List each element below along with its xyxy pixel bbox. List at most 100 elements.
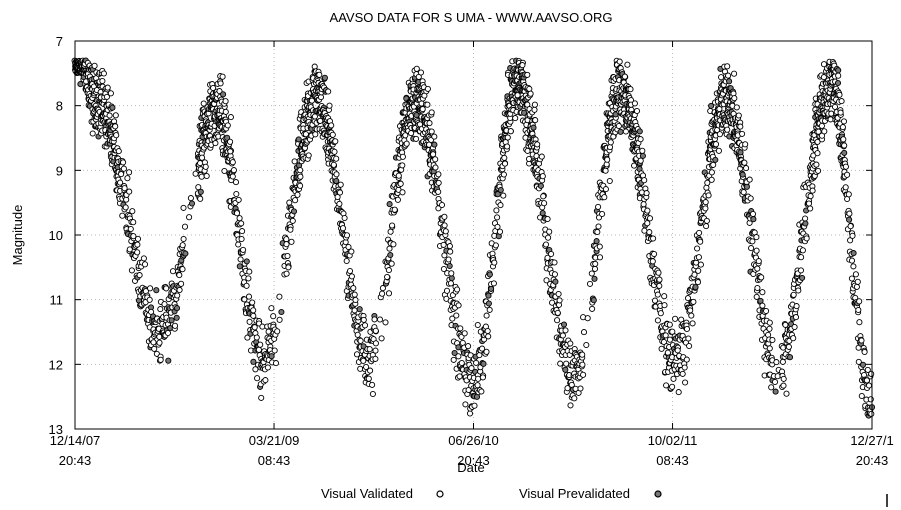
data-point [253, 334, 260, 341]
data-point [753, 247, 760, 254]
data-point [236, 263, 243, 270]
data-point [112, 123, 119, 130]
data-point [593, 238, 600, 245]
data-point [579, 351, 586, 358]
data-point [601, 194, 608, 201]
data-point [372, 347, 379, 354]
data-point [112, 112, 119, 119]
data-point [491, 259, 498, 266]
data-point [848, 257, 856, 264]
y-axis-label: Magnitude [10, 205, 25, 266]
data-point [232, 179, 240, 186]
data-point [850, 263, 857, 270]
data-point [471, 402, 478, 409]
data-point [654, 291, 661, 298]
data-point [773, 359, 780, 366]
x-tick-label: 06/26/10 [448, 433, 499, 448]
data-point [567, 402, 574, 409]
data-point [490, 280, 497, 287]
data-point [741, 159, 748, 166]
data-point [501, 154, 508, 161]
data-point [512, 115, 519, 122]
data-point [484, 327, 491, 335]
data-point [483, 312, 490, 319]
data-point [646, 215, 654, 222]
data-point [798, 254, 805, 261]
data-point [853, 283, 860, 290]
data-point [233, 210, 241, 217]
data-point [283, 236, 290, 243]
data-point [180, 235, 187, 243]
legend: Visual Validated Visual Prevalidated [321, 486, 662, 501]
data-point [795, 287, 802, 294]
data-point [219, 73, 226, 80]
data-point [200, 100, 207, 107]
data-point [91, 62, 98, 69]
data-point [203, 172, 210, 180]
data-point [264, 364, 271, 371]
data-point [791, 323, 798, 331]
data-point [357, 337, 364, 344]
data-point [545, 234, 552, 241]
data-point [542, 241, 550, 248]
data-point [840, 118, 848, 125]
data-point [815, 167, 822, 174]
data-point [455, 302, 462, 309]
data-point [402, 132, 409, 139]
data-point [749, 238, 756, 245]
data-point [631, 100, 638, 107]
data-point [287, 226, 294, 233]
data-point [837, 109, 844, 116]
data-point [366, 346, 373, 353]
data-point [100, 70, 107, 77]
data-point [848, 275, 855, 282]
data-point [134, 241, 141, 248]
data-point [479, 374, 486, 381]
x-tick-label-time: 08:43 [656, 453, 689, 468]
data-point [703, 217, 710, 224]
data-point [596, 243, 603, 250]
data-point [227, 114, 234, 121]
data-point [531, 106, 538, 113]
data-point [577, 385, 584, 392]
data-point [524, 147, 531, 154]
data-point [124, 175, 131, 182]
data-point [197, 188, 204, 195]
data-point [493, 207, 500, 214]
data-point [606, 144, 614, 151]
data-point [483, 348, 490, 355]
data-point [637, 136, 644, 143]
data-point [169, 268, 177, 275]
data-point [852, 271, 859, 278]
data-point [250, 358, 257, 365]
data-point [130, 233, 137, 240]
data-point [855, 306, 862, 314]
data-point [496, 228, 504, 235]
data-point [424, 101, 431, 108]
data-point [621, 73, 628, 80]
data-point [507, 128, 514, 135]
data-point [317, 117, 324, 124]
x-tick-label-time: 20:43 [59, 453, 92, 468]
data-point [743, 165, 750, 172]
data-point [176, 286, 183, 294]
data-point [497, 202, 504, 209]
data-point [755, 258, 762, 265]
data-point [724, 126, 731, 133]
data-point [790, 335, 797, 342]
data-point [846, 216, 853, 223]
data-point [759, 302, 766, 309]
data-point [604, 156, 611, 163]
data-point [607, 139, 614, 146]
data-point [129, 208, 136, 215]
data-point [237, 256, 244, 263]
data-point [435, 171, 442, 178]
data-point [163, 285, 170, 292]
data-point [674, 347, 681, 354]
data-point [255, 346, 262, 353]
data-point [636, 128, 643, 135]
data-point [657, 310, 664, 317]
data-point [802, 215, 809, 222]
data-point [560, 321, 568, 328]
data-point [524, 71, 531, 78]
